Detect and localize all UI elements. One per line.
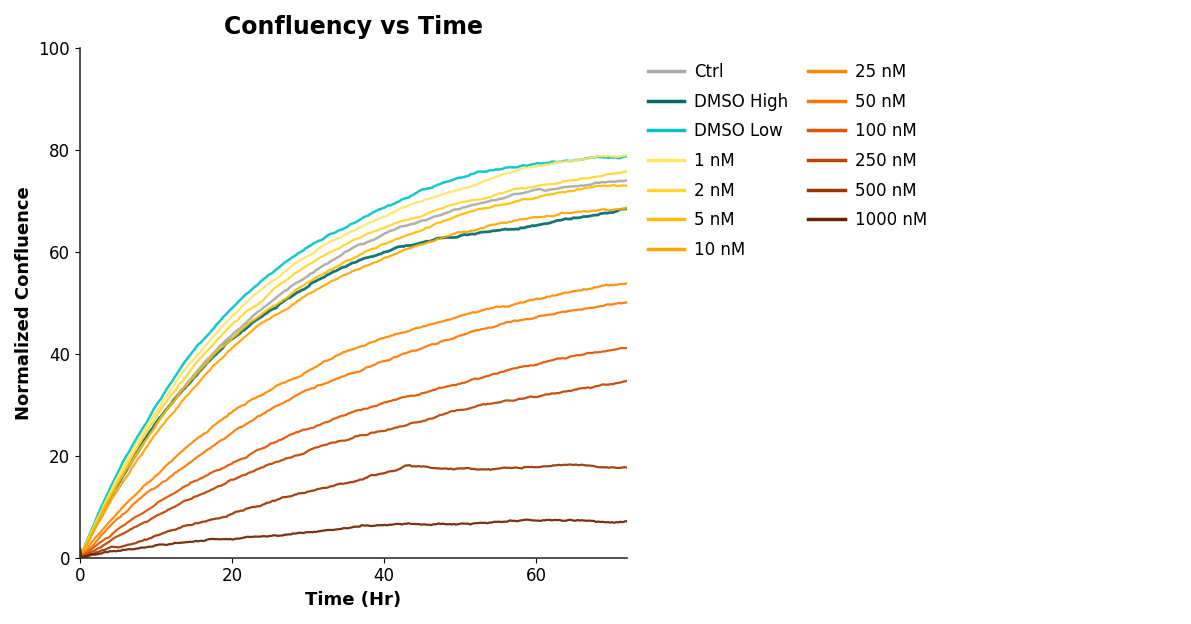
Title: Confluency vs Time: Confluency vs Time [224, 15, 484, 39]
X-axis label: Time (Hr): Time (Hr) [305, 591, 401, 609]
Legend: Ctrl, DMSO High, DMSO Low, 1 nM, 2 nM, 5 nM, 10 nM, 25 nM, 50 nM, 100 nM, 250 nM: Ctrl, DMSO High, DMSO Low, 1 nM, 2 nM, 5… [641, 56, 934, 266]
Y-axis label: Normalized Confluence: Normalized Confluence [15, 186, 33, 420]
